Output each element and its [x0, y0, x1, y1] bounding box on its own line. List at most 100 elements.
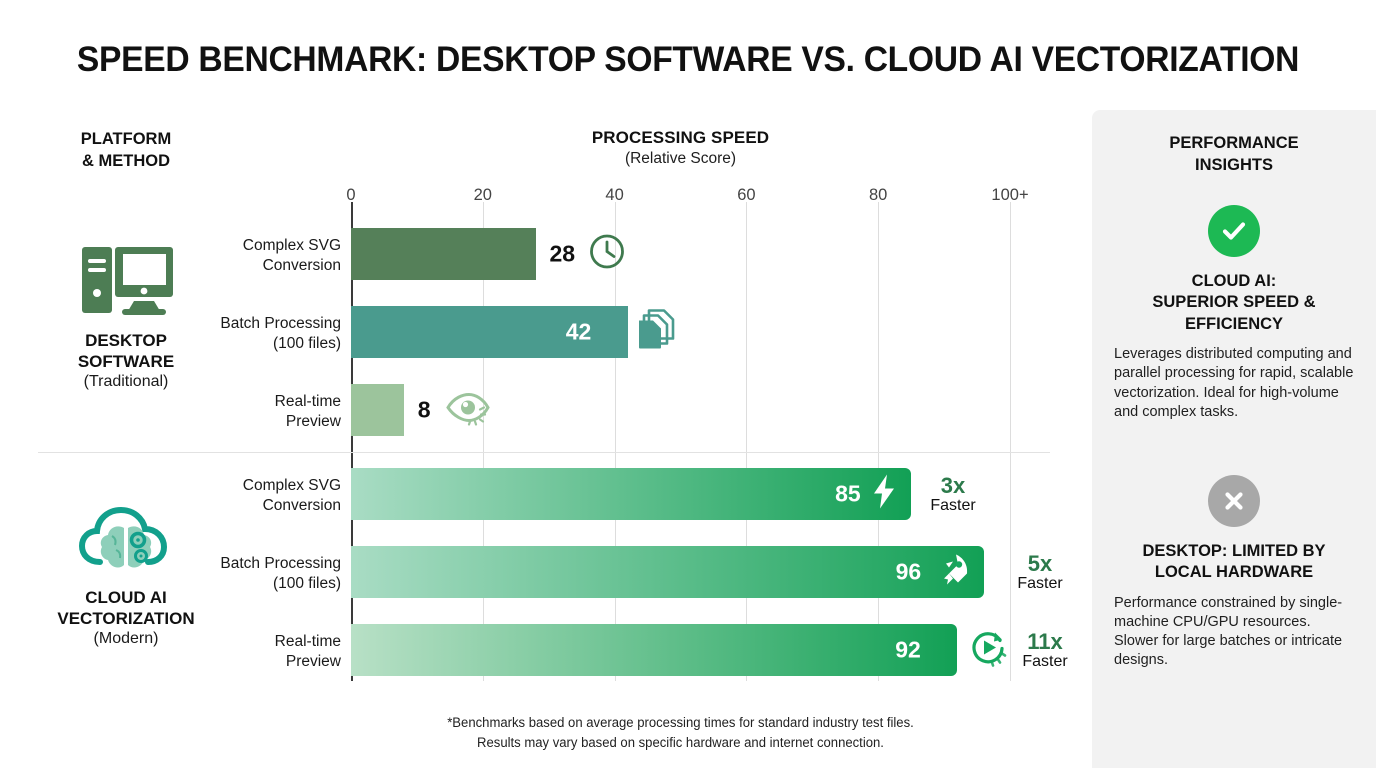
x-mark-glyph [1225, 492, 1243, 510]
performance-insights-panel: PERFORMANCE INSIGHTS CLOUD AI: SUPERIOR … [1092, 110, 1376, 768]
check-mark-glyph [1222, 222, 1246, 240]
rocket-icon-wrap [936, 552, 972, 593]
bar-value-label: 85 [835, 480, 861, 507]
desktop-computer-icon [82, 247, 173, 315]
bar-row-label-line2: Preview [285, 412, 341, 430]
stacked-files-icon [638, 309, 675, 349]
gridline [482, 202, 484, 681]
bar-value-label: 92 [895, 636, 921, 663]
column-header-speed: PROCESSING SPEED (Relative Score) [351, 128, 1010, 168]
footnote-line2: Results may vary based on specific hardw… [477, 734, 884, 750]
gridline [746, 202, 748, 681]
section-divider [38, 452, 1050, 453]
cloud-brain-icon [78, 506, 168, 568]
column-header-speed-line1: PROCESSING SPEED [591, 128, 770, 147]
speed-multiplier: 5x Faster [1003, 552, 1077, 593]
panel-title-line1: PERFORMANCE [1169, 134, 1299, 152]
chart-bar[interactable] [351, 468, 912, 520]
bar-row-label-line2: Preview [285, 652, 341, 670]
bar-row-label-line2: (100 files) [272, 574, 341, 592]
lightning-bolt-icon-wrap [871, 473, 897, 516]
lightning-bolt-icon [874, 474, 895, 509]
category-desktop: DESKTOP SOFTWARE (Traditional) [16, 243, 236, 392]
stacked-files-icon-wrap [636, 309, 676, 356]
bar-row-label: Real-time Preview [161, 392, 341, 432]
page-title: SPEED BENCHMARK: DESKTOP SOFTWARE VS. CL… [76, 40, 1300, 79]
chart-axis-line [351, 202, 353, 681]
check-circle-icon [1208, 205, 1260, 257]
axis-tick-label: 0 [346, 186, 356, 204]
bar-row-label-line1: Batch Processing [220, 315, 341, 332]
insight-cloud-heading-line1: CLOUD AI: [1191, 272, 1277, 290]
insight-desktop-body: Performance constrained by single-machin… [1114, 594, 1343, 669]
insight-desktop-heading-line1: DESKTOP: LIMITED BY [1142, 542, 1326, 560]
bar-value-label: 8 [417, 396, 431, 423]
speed-multiplier: 3x Faster [916, 474, 990, 515]
speed-multiplier-value: 3x [940, 473, 966, 498]
bar-value-label: 96 [895, 558, 922, 585]
axis-tick-label: 20 [473, 186, 492, 204]
bar-row-label-line1: Complex SVG [242, 237, 341, 254]
speed-multiplier: 11x Faster [1008, 630, 1082, 671]
rocket-icon [943, 554, 967, 585]
category-desktop-name-line2: SOFTWARE [77, 351, 175, 371]
bar-value-label: 42 [565, 318, 592, 345]
clock-icon-wrap [588, 233, 626, 276]
bar-row-label-line2: Conversion [262, 256, 341, 274]
column-header-platform-line1: PLATFORM [80, 130, 172, 148]
bar-row-label: Real-time Preview [161, 632, 341, 672]
category-cloud-subtitle: (Modern) [93, 630, 159, 648]
chart-bar[interactable] [351, 384, 404, 436]
gridline [878, 202, 880, 681]
bar-row-label-line1: Real-time [274, 633, 341, 650]
category-desktop-subtitle: (Traditional) [83, 373, 169, 391]
chart-bar[interactable] [351, 306, 628, 358]
x-circle-icon [1208, 475, 1260, 527]
axis-tick-label: 100+ [991, 186, 1029, 204]
bar-row-label-line2: (100 files) [272, 334, 341, 352]
bar-row-label: Batch Processing (100 files) [161, 554, 341, 594]
eye-loading-icon [445, 392, 490, 426]
category-cloud-ai: CLOUD AI VECTORIZATION (Modern) [16, 504, 236, 649]
insight-cloud-body: Leverages distributed computing and para… [1114, 346, 1354, 420]
insight-desktop: DESKTOP: LIMITED BY LOCAL HARDWARE Perfo… [1092, 475, 1376, 670]
category-cloud-name-line1: CLOUD AI [85, 588, 167, 607]
clock-icon [589, 234, 624, 269]
chart-bar[interactable] [351, 624, 958, 676]
gridline [614, 202, 616, 681]
insight-cloud-ai: CLOUD AI: SUPERIOR SPEED & EFFICIENCY Le… [1092, 205, 1376, 422]
column-header-platform-line2: & METHOD [82, 152, 170, 171]
insight-cloud-heading-line2: SUPERIOR SPEED & [1152, 293, 1316, 312]
insight-desktop-heading: DESKTOP: LIMITED BY LOCAL HARDWARE [1092, 541, 1376, 584]
axis-tick-label: 60 [737, 186, 756, 204]
panel-title-line2: INSIGHTS [1195, 156, 1273, 175]
play-refresh-icon [972, 632, 1007, 667]
insight-desktop-heading-line2: LOCAL HARDWARE [1154, 563, 1314, 582]
bar-row-label: Complex SVG Conversion [161, 236, 341, 276]
panel-title: PERFORMANCE INSIGHTS [1092, 132, 1376, 177]
column-header-platform: PLATFORM & METHOD [26, 128, 226, 173]
column-header-speed-line2: (Relative Score) [624, 150, 737, 167]
bar-row-label-line1: Real-time [274, 393, 341, 410]
chart-bar[interactable] [351, 228, 536, 280]
chart-bar[interactable] [351, 546, 984, 598]
axis-tick-label: 40 [605, 186, 624, 204]
gridline [1010, 202, 1011, 681]
eye-loading-icon-wrap [445, 390, 492, 431]
bar-value-label: 28 [549, 240, 576, 267]
insight-cloud-heading-line3: EFFICIENCY [1184, 314, 1284, 333]
speed-multiplier-value: 11x [1027, 629, 1063, 654]
speed-multiplier-word: Faster [1022, 653, 1068, 671]
bar-row-label-line1: Complex SVG [242, 477, 341, 494]
footnote: *Benchmarks based on average processing … [361, 713, 1000, 752]
play-refresh-icon-wrap [969, 628, 1009, 673]
category-cloud-name-line2: VECTORIZATION [57, 608, 195, 628]
speed-multiplier-value: 5x [1027, 551, 1053, 576]
bar-row-label-line1: Batch Processing [220, 555, 341, 572]
speed-multiplier-word: Faster [930, 497, 976, 515]
category-desktop-name-line1: DESKTOP [85, 331, 167, 350]
footnote-line1: *Benchmarks based on average processing … [447, 715, 914, 730]
axis-tick-label: 80 [869, 186, 888, 204]
insight-cloud-heading: CLOUD AI: SUPERIOR SPEED & EFFICIENCY [1092, 271, 1376, 335]
